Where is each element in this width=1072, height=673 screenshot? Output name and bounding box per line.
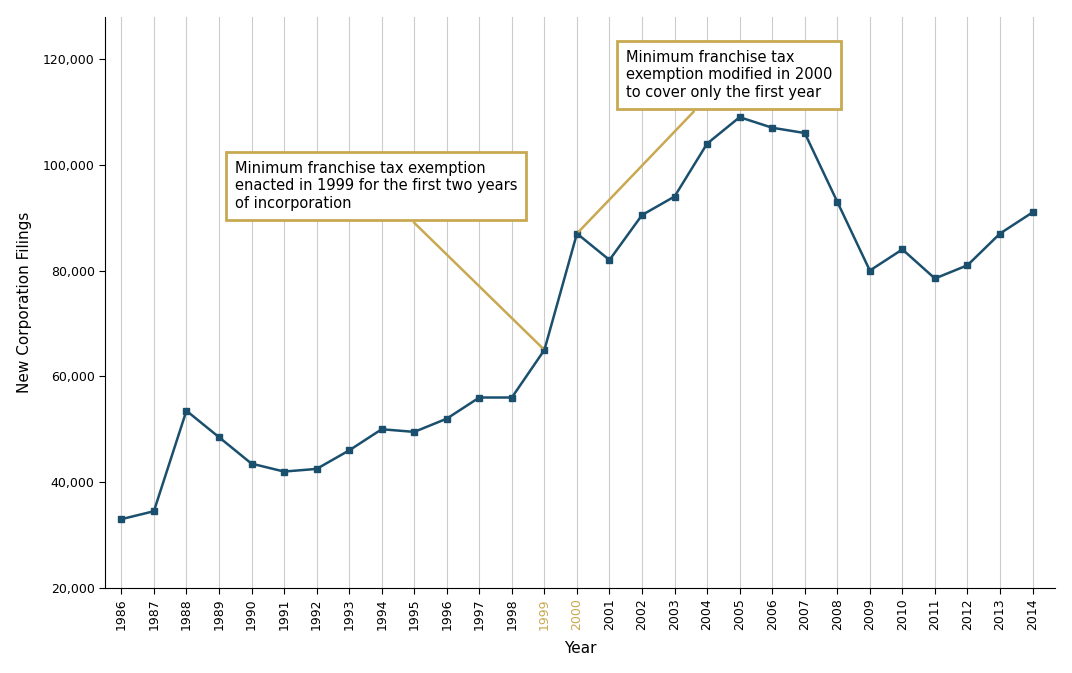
Y-axis label: New Corporation Filings: New Corporation Filings (17, 211, 32, 393)
Text: Minimum franchise tax
exemption modified in 2000
to cover only the first year: Minimum franchise tax exemption modified… (579, 50, 832, 232)
X-axis label: Year: Year (564, 641, 596, 656)
Text: Minimum franchise tax exemption
enacted in 1999 for the first two years
of incor: Minimum franchise tax exemption enacted … (235, 161, 542, 348)
